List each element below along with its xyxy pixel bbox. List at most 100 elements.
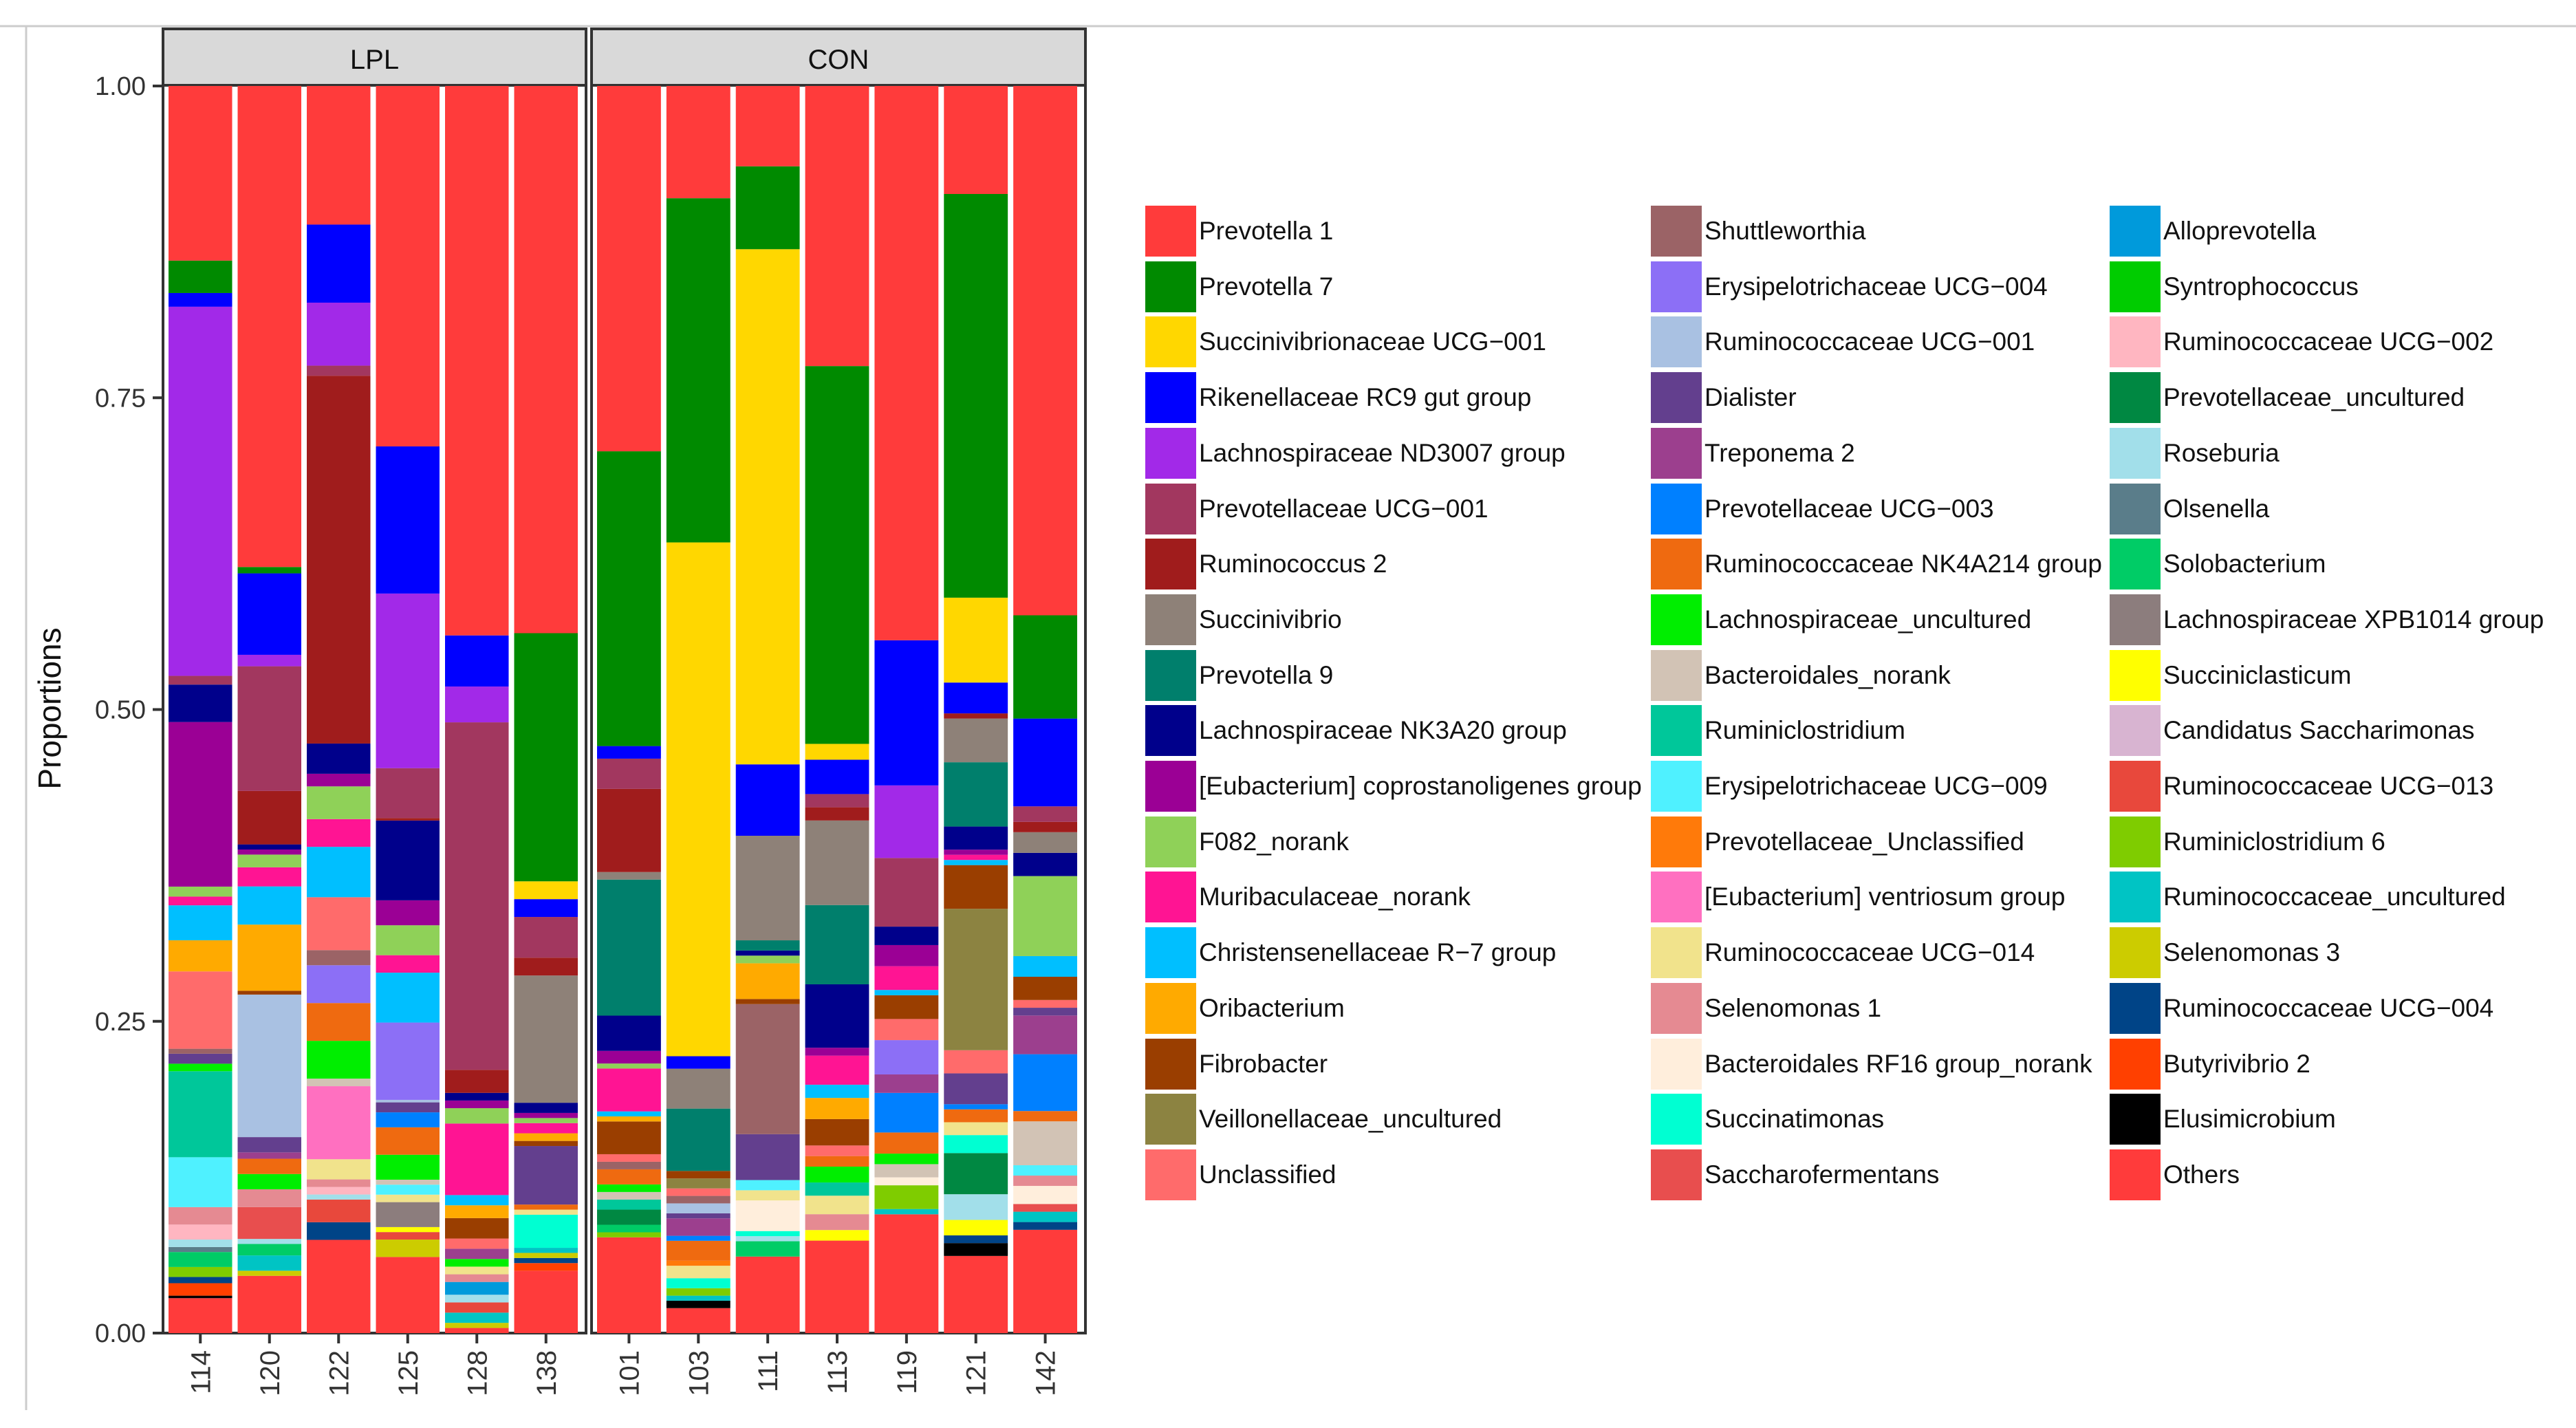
x-tick-label-114: 114 [186,1350,216,1394]
bar-segment-142 [1013,1204,1077,1212]
bar-segment-121 [944,1255,1008,1333]
legend-swatch [1651,372,1702,424]
bar-segment-103 [666,1308,730,1333]
bar-segment-113 [805,1156,869,1167]
bar-segment-120 [237,1270,301,1276]
legend-item: Ruminiclostridium 6 [2110,816,2385,868]
legend-swatch [2110,427,2161,479]
bar-segment-120 [237,1173,301,1189]
legend-item: Elusimicrobium [2110,1093,2336,1145]
legend-item: Prevotellaceae_uncultured [2110,371,2465,424]
bar-segment-138 [514,1248,578,1253]
bar-segment-142 [1013,1176,1077,1187]
bar-segment-138 [514,1270,578,1333]
legend-item: Lachnospiraceae_uncultured [1651,594,2031,646]
bar-segment-114 [169,292,232,307]
legend-swatch [1145,927,1196,979]
bar-segment-101 [597,872,661,880]
bar-segment-113 [805,1214,869,1231]
legend-swatch [1651,761,1702,812]
legend-label: Prevotella 1 [1199,217,1334,245]
legend-item: Bacteroidales_norank [1651,649,1951,702]
legend-item: Shuttleworthia [1651,205,1865,257]
bar-segment-122 [307,1159,371,1180]
bar-segment-122 [307,743,371,774]
legend-item: Ruminococcaceae_uncultured [2110,871,2506,923]
legend-swatch [2110,594,2161,645]
bar-segment-101 [597,1161,661,1169]
bar-segment-122 [307,365,371,376]
bar-segment-138 [514,1118,578,1123]
legend-swatch [1651,872,1702,923]
bar-segment-122 [307,1240,371,1333]
bar-segment-103 [666,1235,730,1241]
bar-segment-125 [376,955,440,973]
legend-label: Bacteroidales_norank [1704,660,1951,689]
legend-label: Prevotella 7 [1199,272,1334,301]
bar-segment-101 [597,1191,661,1200]
legend-label: Lachnospiraceae ND3007 group [1199,438,1566,467]
bar-segment-114 [169,1071,232,1158]
legend-label: Ruminococcaceae UCG−002 [2163,327,2494,356]
bar-segment-103 [666,1203,730,1213]
bar-segment-103 [666,1266,730,1279]
legend-item: Ruminococcus 2 [1145,538,1387,590]
bar-segment-119 [874,1209,939,1215]
bar-segment-114 [169,1240,232,1247]
bar-segment-103 [666,1196,730,1204]
bar-segment-111 [735,999,800,1004]
legend-label: Syntrophococcus [2163,272,2359,301]
bar-segment-113 [805,1196,869,1215]
bar-segment-120 [237,844,301,850]
legend-label: Saccharofermentans [1704,1160,1940,1189]
legend-label: [Eubacterium] coprostanoligenes group [1199,772,1642,800]
legend-swatch [2110,816,2161,867]
bar-segment-121 [944,1194,1008,1220]
bar-segment-122 [307,897,371,951]
bar-segment-113 [805,794,869,808]
bar-segment-122 [307,1199,371,1222]
legend-label: Succiniclasticum [2163,660,2352,689]
bar-segment-111 [735,940,800,951]
legend-swatch [2110,316,2161,368]
bar-segment-114 [169,684,232,722]
bar-segment-128 [445,1070,509,1093]
legend-swatch [2110,1094,2161,1145]
bar-segment-114 [169,940,232,972]
bar-segment-142 [1013,832,1077,853]
bar-segment-103 [666,1178,730,1189]
bar-segment-128 [445,1281,509,1295]
legend-swatch [2110,1149,2161,1200]
bar-segment-103 [666,1213,730,1219]
legend-item: Oribacterium [1145,982,1345,1035]
legend-swatch [2110,705,2161,757]
bar-segment-142 [1013,852,1077,876]
legend-item: Treponema 2 [1651,427,1855,479]
legend-label: Prevotella 9 [1199,660,1334,689]
legend-label: Rikenellaceae RC9 gut group [1199,383,1532,412]
legend-label: Christensenellaceae R−7 group [1199,938,1557,967]
bar-segment-101 [597,1068,661,1112]
legend-swatch [2110,927,2161,979]
bar-segment-114 [169,1295,232,1299]
bar-segment-111 [735,1236,800,1242]
bar-segment-114 [169,1298,232,1333]
bar-segment-138 [514,1263,578,1271]
bar-segment-142 [1013,1222,1077,1230]
legend-label: Unclassified [1199,1160,1336,1189]
bar-segment-119 [874,966,939,991]
bar-segment-111 [735,86,800,166]
bar-segment-103 [666,86,730,199]
y-tick-label: 0.25 [95,1008,146,1037]
legend-swatch [1651,816,1702,867]
legend-label: F082_norank [1199,827,1350,856]
legend-swatch [2110,1038,2161,1090]
legend-swatch [1145,816,1196,867]
legend-swatch [2110,539,2161,590]
bar-segment-114 [169,1207,232,1225]
legend-swatch [1651,316,1702,368]
bar-segment-101 [597,451,661,746]
bar-segment-101 [597,1169,661,1184]
bar-segment-138 [514,1253,578,1258]
bar-segment-125 [376,1154,440,1180]
